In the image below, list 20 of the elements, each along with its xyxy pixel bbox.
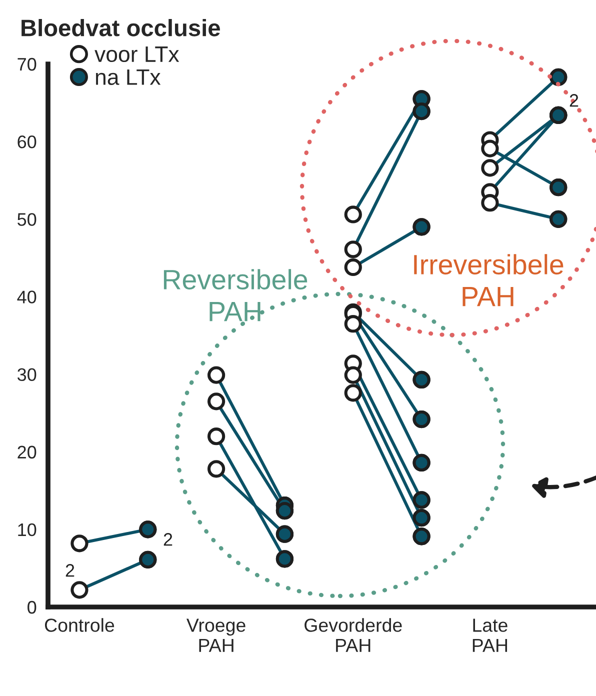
y-tick-label: 70 xyxy=(18,58,36,71)
y-tick-label: 50 xyxy=(18,213,36,226)
y-tick-label: 0 xyxy=(28,600,36,614)
x-tick-label: Controle xyxy=(44,618,114,632)
legend-label: voor LTx xyxy=(94,46,180,62)
annotation: Irreversibele PAH xyxy=(414,254,564,306)
x-tick-label: Gevorderde PAH xyxy=(304,618,402,652)
annotation: Reversibele PAH xyxy=(164,269,308,322)
y-tick-label: 10 xyxy=(18,523,36,536)
y-tick-label: 60 xyxy=(18,136,36,148)
y-tick-label: 40 xyxy=(17,290,36,304)
x-tick-label: Late PAH xyxy=(472,618,508,652)
x-tick-label: Vroege PAH xyxy=(186,618,246,652)
y-tick-label: 20 xyxy=(18,446,36,459)
chart-title: Bloedvat occlusie xyxy=(22,18,220,36)
annotation: 2 xyxy=(164,533,172,546)
legend-label: na LTx xyxy=(96,69,161,85)
annotation: 2 xyxy=(66,564,74,577)
y-tick-label: 30 xyxy=(17,368,36,382)
annotation: 2 xyxy=(570,94,578,107)
